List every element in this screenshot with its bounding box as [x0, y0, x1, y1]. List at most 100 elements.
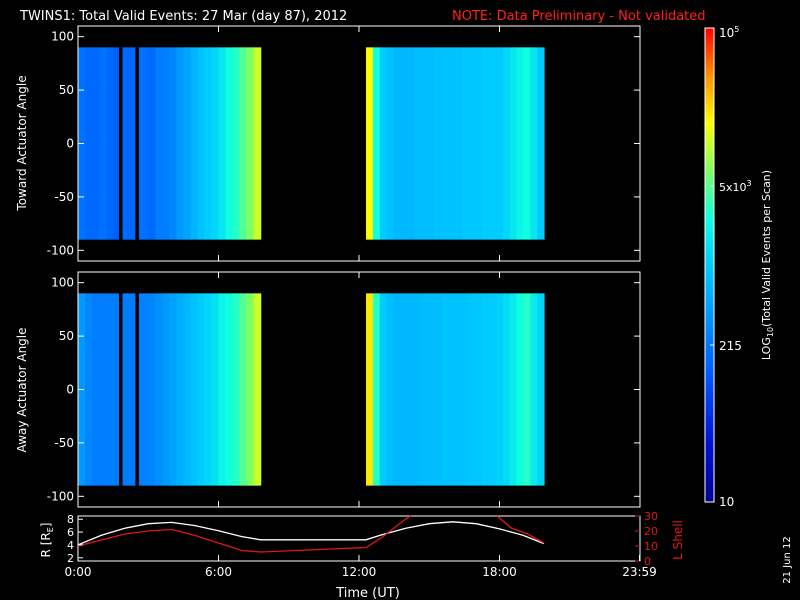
heatmap-cell [162, 293, 170, 486]
colorbar-tick-215: 215 [719, 339, 742, 353]
y-tick-label: 2 [67, 552, 74, 565]
heatmap-cell [448, 47, 456, 240]
y-tick-label: 100 [51, 30, 74, 44]
y-tick-label: 50 [59, 329, 74, 343]
colorbar [704, 27, 715, 503]
y2-tick-label: 10 [644, 540, 658, 553]
heatmap-cell [253, 293, 262, 486]
heatmap-cell [239, 293, 248, 486]
heatmap-cell [190, 293, 199, 486]
heatmap-cell [141, 47, 149, 240]
heatmap-cell [516, 293, 525, 486]
heatmap-cell [523, 47, 531, 240]
away-y-ticks: 100 50 0 -50 -100 [47, 272, 641, 507]
toward-panel [78, 47, 545, 240]
heatmap-cell [516, 47, 525, 240]
heatmap-cell [393, 47, 401, 240]
heatmap-cell [113, 47, 121, 240]
heatmap-cell [386, 47, 395, 240]
x-tick-label: 18:00 [482, 565, 517, 579]
heatmap-cell [489, 293, 497, 486]
heatmap-cell [183, 293, 191, 486]
heatmap-cell [225, 47, 234, 240]
x-tick-label: 0:00 [65, 565, 92, 579]
heatmap-cell [448, 293, 456, 486]
x-axis-label: Time (UT) [335, 586, 400, 600]
heatmap-cell [127, 293, 135, 486]
x-tick-label: 23:59 [622, 565, 657, 579]
heatmap-cell [197, 47, 206, 240]
heatmap-cell [413, 47, 422, 240]
heatmap-cell [225, 293, 234, 486]
y-tick-label: 100 [51, 276, 74, 290]
heatmap-cell [99, 47, 107, 240]
heatmap-cell [537, 293, 545, 486]
heatmap-cell [379, 47, 388, 240]
heatmap-cell [482, 293, 490, 486]
heatmap-cell [482, 47, 490, 240]
heatmap-cell [141, 293, 149, 486]
heatmap-cell [372, 293, 381, 486]
heatmap-cell [155, 293, 163, 486]
data-gap [135, 47, 139, 240]
heatmap-cell [530, 293, 538, 486]
toward-ylabel: Toward Actuator Angle [15, 75, 29, 211]
heatmap-cell [113, 293, 121, 486]
heatmap-cell [85, 47, 93, 240]
heatmap-cell [211, 293, 220, 486]
heatmap-cell [372, 47, 381, 240]
data-gap [118, 47, 123, 240]
heatmap-cell [85, 293, 93, 486]
heatmap-cell [413, 293, 422, 486]
heatmap-cell [475, 293, 483, 486]
heatmap-cell [461, 47, 470, 240]
heatmap-cell [148, 47, 156, 240]
y2-tick-label: 30 [644, 510, 658, 523]
y-tick-label: -50 [54, 436, 74, 450]
heatmap-cell [246, 47, 255, 240]
x-tick-label: 6:00 [205, 565, 232, 579]
heatmap-cell [99, 293, 107, 486]
heatmap-cell [475, 47, 483, 240]
heatmap-cell [502, 293, 511, 486]
heatmap-cell [407, 293, 415, 486]
y-tick-label: 0 [66, 383, 74, 397]
x-tick-label: 12:00 [342, 565, 377, 579]
heatmap-cell [502, 47, 511, 240]
heatmap-cell [420, 47, 429, 240]
heatmap-cell [218, 47, 227, 240]
l-shell-series-line [77, 515, 411, 553]
heatmap-cell [162, 47, 170, 240]
heatmap-cell [427, 47, 436, 240]
heatmap-cell [366, 47, 374, 240]
heatmap-cell [434, 293, 442, 486]
date-stamp: 21 Jun 12 [782, 536, 793, 583]
heatmap-cell [120, 293, 128, 486]
heatmap-cell [190, 47, 199, 240]
y2-tick-label: 0 [644, 555, 651, 568]
colorbar-ticks [710, 185, 714, 346]
colorbar-label: LOG10(Total Valid Events per Scan) [760, 170, 775, 360]
data-gap [118, 293, 123, 486]
heatmap-cell [461, 293, 470, 486]
heatmap-cell [455, 293, 463, 486]
y-tick-label: 0 [66, 137, 74, 151]
data-gap [135, 293, 139, 486]
heatmap-cell [366, 293, 374, 486]
y-tick-label: 50 [59, 83, 74, 97]
orbit-panel [77, 515, 545, 553]
heatmap-cell [246, 293, 255, 486]
heatmap-cell [400, 293, 408, 486]
heatmap-cell [183, 47, 191, 240]
y-tick-label: -100 [47, 243, 74, 257]
heatmap-cell [204, 47, 213, 240]
heatmap-cell [509, 293, 518, 486]
heatmap-cell [239, 47, 248, 240]
heatmap-cell [400, 47, 408, 240]
heatmap-cell [420, 293, 429, 486]
r-series-line [77, 521, 545, 546]
heatmap-cell [120, 47, 128, 240]
y-tick-label: 8 [67, 513, 74, 526]
heatmap-cell [218, 293, 227, 486]
